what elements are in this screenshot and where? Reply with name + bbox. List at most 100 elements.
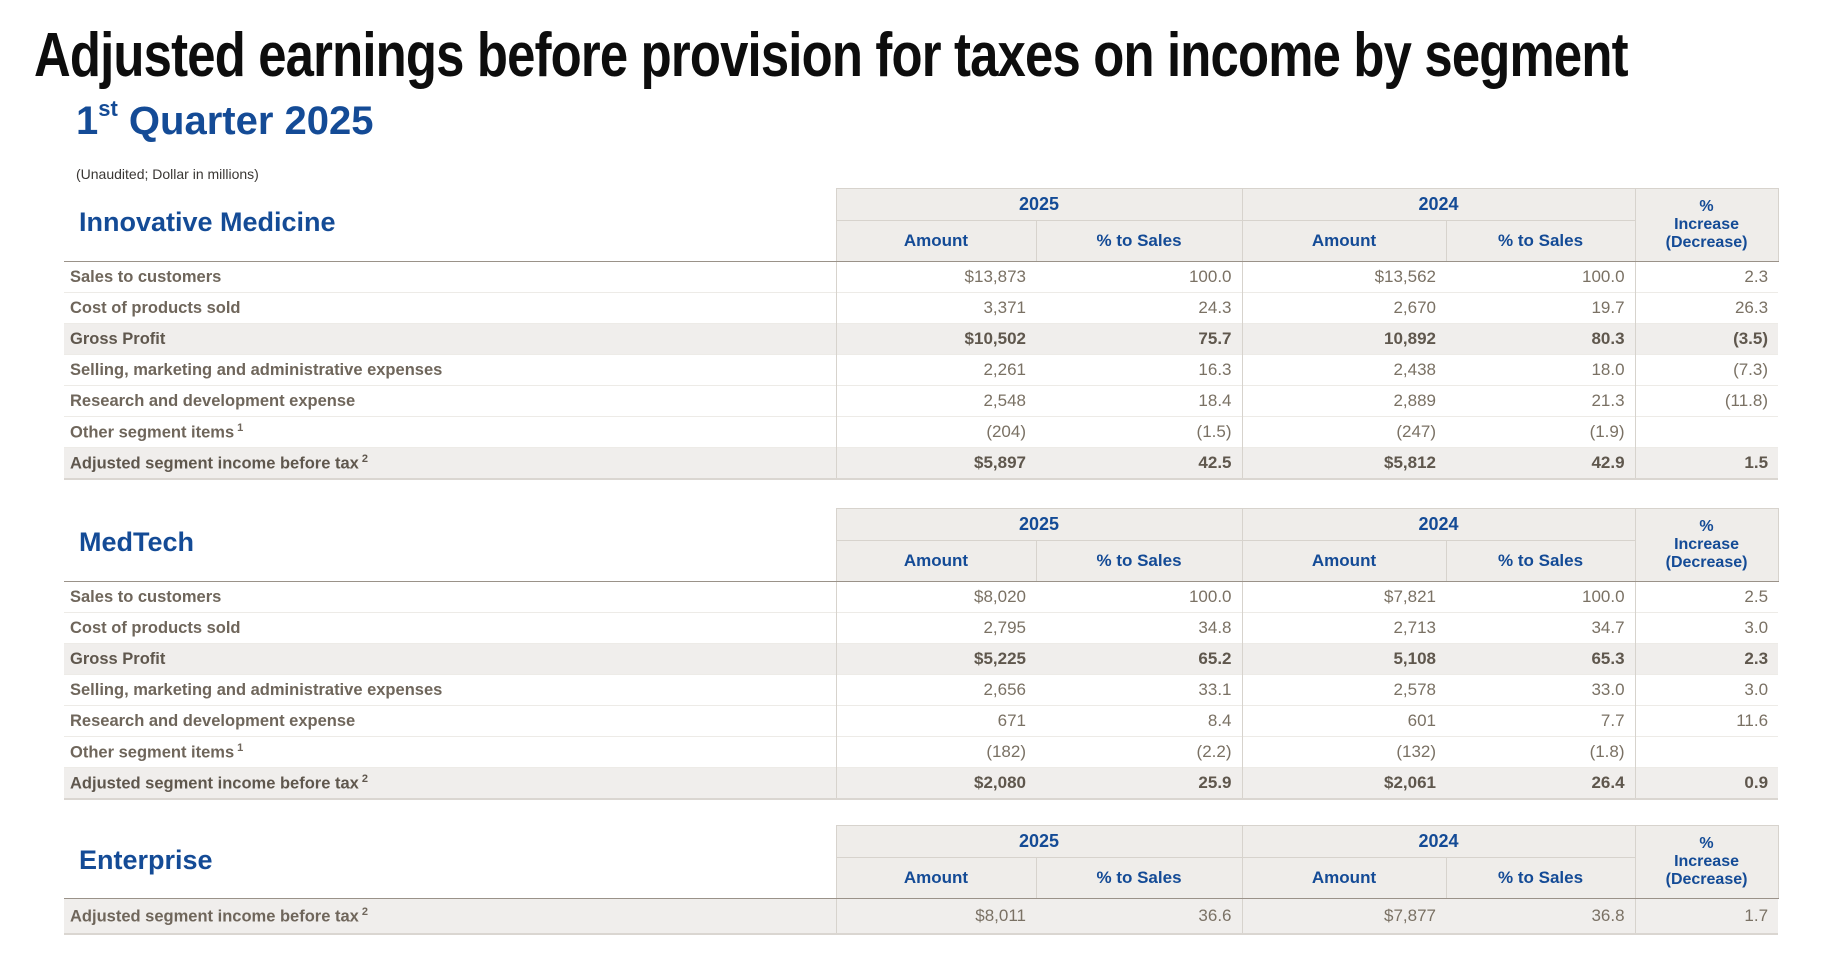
quarter-subtitle: 1st Quarter 2025 [76, 96, 374, 144]
table-row: Adjusted segment income before tax 2 $5,89… [64, 447, 1779, 480]
amount-2024-header: Amount [1241, 220, 1447, 262]
cell-pct-sales-2025: 25.9 [1036, 767, 1243, 800]
medtech-table: 2025 2024 % Increase (Decrease) Amount %… [64, 508, 1779, 800]
cell-pct-sales-2024: 80.3 [1446, 323, 1636, 355]
pct-increase-line1: % [1699, 198, 1714, 215]
amount-2025-header: Amount [835, 540, 1037, 582]
amount-2024-header: Amount [1241, 857, 1447, 899]
cell-amount-2025: $5,225 [835, 643, 1036, 675]
cell-pct-increase: 3.0 [1634, 674, 1779, 706]
cell-amount-2025: $13,873 [835, 261, 1036, 293]
cell-pct-sales-2024: (1.9) [1446, 416, 1636, 448]
cell-pct-increase: (3.5) [1634, 323, 1779, 355]
label-column-header [64, 188, 836, 262]
cell-pct-sales-2025: 8.4 [1036, 705, 1243, 737]
cell-pct-increase [1634, 416, 1779, 448]
pct-increase-line3: (Decrease) [1665, 871, 1748, 888]
cell-row-label: Other segment items 1 [64, 736, 836, 768]
cell-amount-2025: 3,371 [835, 292, 1036, 324]
innovative-medicine-table: 2025 2024 % Increase (Decrease) Amount %… [64, 188, 1779, 480]
table-row: Gross Profit $5,225 65.2 5,108 65.3 2.3 [64, 643, 1779, 675]
unaudited-note: (Unaudited; Dollar in millions) [76, 166, 259, 182]
table-row: Adjusted segment income before tax 2 $8,01… [64, 898, 1779, 935]
cell-pct-sales-2024: 34.7 [1446, 612, 1636, 644]
cell-row-label: Sales to customers [70, 267, 222, 286]
pct-increase-line2: Increase [1674, 216, 1739, 233]
table-row: Sales to customers $8,020 100.0 $7,821 100.0… [64, 581, 1779, 613]
pct-increase-header: % Increase (Decrease) [1634, 188, 1779, 262]
cell-pct-increase: (11.8) [1634, 385, 1779, 417]
footnote-marker: 1 [237, 741, 244, 754]
year-2025-header: 2025 [835, 825, 1243, 858]
quarter-number: 1 [76, 99, 99, 143]
table-row: Gross Profit $10,502 75.7 10,892 80.3 (3.5) [64, 323, 1779, 355]
pct-increase-line1: % [1699, 835, 1714, 852]
cell-row-label: Gross Profit [64, 323, 836, 355]
cell-amount-2024: (132) [1241, 736, 1447, 768]
cell-amount-2024: $7,821 [1241, 581, 1447, 613]
cell-amount-2025: 2,795 [835, 612, 1036, 644]
cell-row-label: Gross Profit [64, 643, 836, 675]
year-2024-header: 2024 [1241, 825, 1636, 858]
cell-pct-sales-2024: 19.7 [1446, 292, 1636, 324]
amount-2025-header: Amount [835, 857, 1037, 899]
cell-amount-2024: 5,108 [1241, 643, 1447, 675]
cell-pct-sales-2025: (2.2) [1036, 736, 1243, 768]
cell-pct-increase: 0.9 [1634, 767, 1779, 800]
label-column-header [64, 825, 836, 899]
page-title: Adjusted earnings before provision for t… [34, 21, 1629, 90]
footnote-marker: 2 [361, 905, 368, 918]
pct-sales-2024-header: % to Sales [1445, 220, 1636, 262]
cell-pct-sales-2024: 100.0 [1581, 267, 1625, 286]
cell-amount-2025: (182) [835, 736, 1036, 768]
table-row: Cost of products sold 2,795 34.8 2,713 34.7 3… [64, 612, 1779, 644]
table-row: Research and development expense 2,548 18.… [64, 385, 1779, 417]
pct-increase-line1: % [1699, 518, 1714, 535]
cell-row-label: Other segment items 1 [64, 416, 836, 448]
cell-pct-increase: 1.5 [1634, 447, 1779, 480]
year-2024-header: 2024 [1241, 508, 1636, 541]
cell-amount-2024: 601 [1241, 705, 1447, 737]
cell-amount-2025: $2,080 [835, 767, 1036, 800]
pct-sales-2025-header: % to Sales [1035, 540, 1243, 582]
footnote-marker: 2 [361, 452, 368, 465]
cell-pct-sales-2025: 33.1 [1036, 674, 1243, 706]
cell-amount-2024: 2,578 [1241, 674, 1447, 706]
cell-amount-2025: 671 [835, 705, 1036, 737]
cell-row-label: Research and development expense [64, 385, 836, 417]
cell-pct-sales-2025: 18.4 [1036, 385, 1243, 417]
footnote-marker: 2 [361, 772, 368, 785]
pct-increase-line3: (Decrease) [1665, 234, 1748, 251]
amount-2024-header: Amount [1241, 540, 1447, 582]
table-row: Selling, marketing and administrative ex… [64, 674, 1779, 706]
table-row: Sales to customers $13,873 100.0 $13,562 100… [64, 261, 1779, 293]
cell-amount-2024: $7,877 [1241, 898, 1447, 935]
cell-amount-2024: 2,670 [1241, 292, 1447, 324]
cell-pct-sales-2025: 34.8 [1036, 612, 1243, 644]
pct-increase-line3: (Decrease) [1665, 554, 1748, 571]
cell-pct-sales-2024: 18.0 [1446, 354, 1636, 386]
cell-pct-sales-2024: 36.8 [1446, 898, 1636, 935]
cell-pct-sales-2025: 75.7 [1036, 323, 1243, 355]
table-row: Selling, marketing and administrative ex… [64, 354, 1779, 386]
cell-amount-2025: $5,897 [835, 447, 1036, 480]
cell-pct-sales-2024: (1.8) [1446, 736, 1636, 768]
cell-pct-sales-2025: 42.5 [1036, 447, 1243, 480]
table-row: Other segment items 1 (182) (2.2) (132) (1.8) [64, 736, 1779, 768]
cell-pct-sales-2025: 100.0 [1188, 587, 1232, 606]
cell-pct-sales-2024: 26.4 [1446, 767, 1636, 800]
cell-amount-2024: 10,892 [1241, 323, 1447, 355]
cell-row-label: Selling, marketing and administrative ex… [64, 354, 836, 386]
cell-row-label: Adjusted segment income before tax 2 [64, 898, 836, 935]
footnote-marker: 1 [237, 421, 244, 434]
pct-sales-2024-header: % to Sales [1445, 540, 1636, 582]
cell-pct-increase: 2.3 [1634, 643, 1779, 675]
cell-pct-sales-2024: 21.3 [1446, 385, 1636, 417]
amount-2025-header: Amount [835, 220, 1037, 262]
cell-row-label: Research and development expense [64, 705, 836, 737]
cell-pct-sales-2025: 24.3 [1036, 292, 1243, 324]
pct-increase-header: % Increase (Decrease) [1634, 825, 1779, 899]
pct-increase-header: % Increase (Decrease) [1634, 508, 1779, 582]
pct-increase-line2: Increase [1674, 536, 1739, 553]
cell-pct-sales-2025: 100.0 [1188, 267, 1232, 286]
